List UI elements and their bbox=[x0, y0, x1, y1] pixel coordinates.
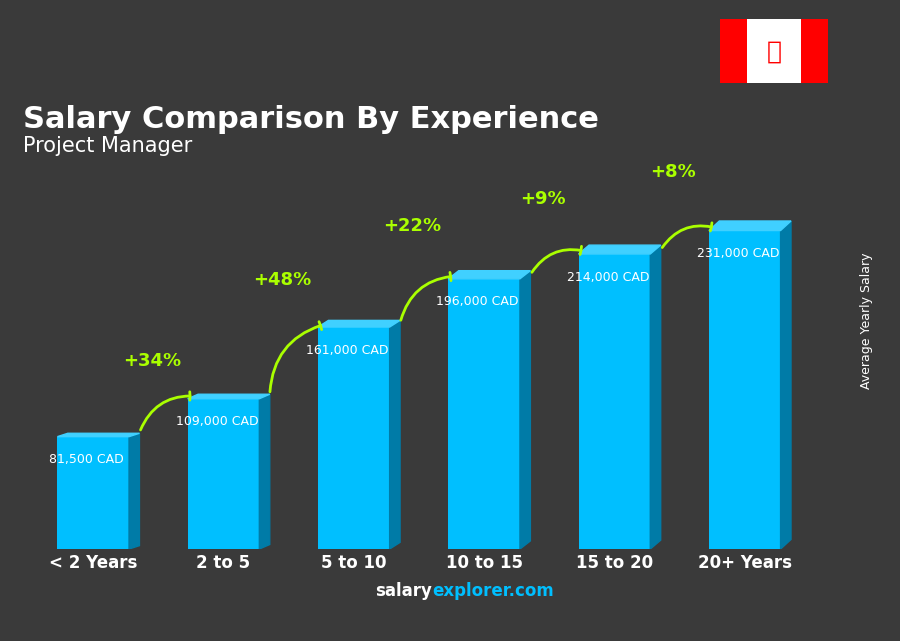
Polygon shape bbox=[318, 320, 400, 327]
Bar bbox=[579, 254, 651, 549]
Text: +48%: +48% bbox=[253, 271, 311, 289]
Bar bbox=[58, 437, 129, 549]
Polygon shape bbox=[390, 320, 400, 549]
Polygon shape bbox=[780, 221, 791, 549]
Bar bbox=[188, 399, 259, 549]
Text: +9%: +9% bbox=[520, 190, 565, 208]
Polygon shape bbox=[188, 394, 270, 399]
Polygon shape bbox=[129, 433, 140, 549]
Bar bbox=[720, 19, 747, 83]
Text: 214,000 CAD: 214,000 CAD bbox=[567, 271, 649, 283]
Bar bbox=[318, 327, 390, 549]
Text: 81,500 CAD: 81,500 CAD bbox=[50, 453, 124, 466]
Bar bbox=[709, 231, 780, 549]
Text: Salary Comparison By Experience: Salary Comparison By Experience bbox=[23, 105, 599, 134]
Polygon shape bbox=[448, 271, 530, 279]
Text: 161,000 CAD: 161,000 CAD bbox=[306, 344, 389, 356]
Polygon shape bbox=[651, 245, 661, 549]
Text: +22%: +22% bbox=[383, 217, 442, 235]
Text: +8%: +8% bbox=[650, 163, 696, 181]
Bar bbox=[747, 19, 801, 83]
Text: +34%: +34% bbox=[122, 352, 181, 370]
Polygon shape bbox=[579, 245, 661, 254]
Text: explorer.com: explorer.com bbox=[432, 582, 554, 600]
Bar bbox=[801, 19, 828, 83]
Text: 109,000 CAD: 109,000 CAD bbox=[176, 415, 258, 428]
Text: 196,000 CAD: 196,000 CAD bbox=[436, 296, 519, 308]
Text: Average Yearly Salary: Average Yearly Salary bbox=[860, 253, 873, 388]
Text: 🍁: 🍁 bbox=[767, 39, 781, 63]
Bar bbox=[448, 279, 520, 549]
Text: Project Manager: Project Manager bbox=[23, 137, 193, 156]
Text: salary: salary bbox=[375, 582, 432, 600]
Text: 231,000 CAD: 231,000 CAD bbox=[697, 247, 779, 260]
Polygon shape bbox=[520, 271, 530, 549]
Polygon shape bbox=[58, 433, 140, 437]
Polygon shape bbox=[259, 394, 270, 549]
Polygon shape bbox=[709, 221, 791, 231]
